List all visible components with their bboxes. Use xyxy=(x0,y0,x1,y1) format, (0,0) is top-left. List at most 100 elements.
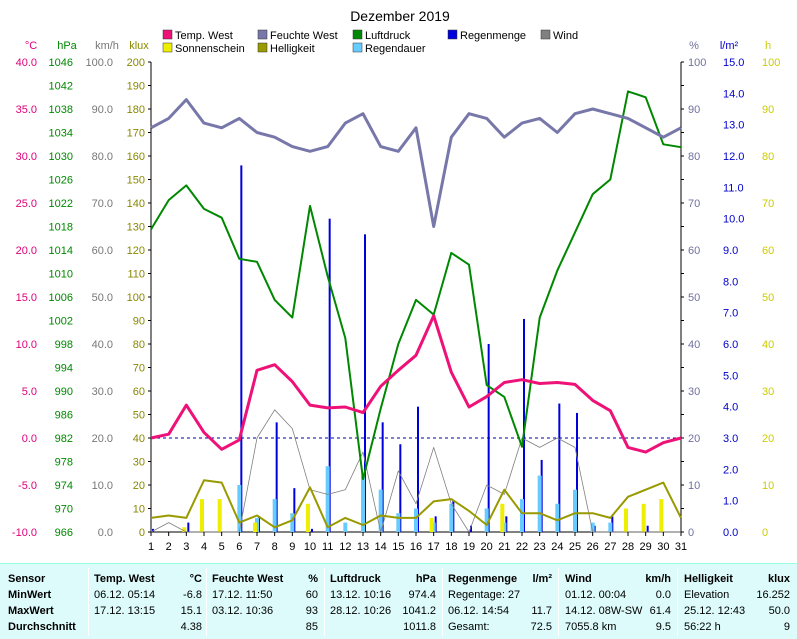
tick-label-wind: 70.0 xyxy=(92,198,113,210)
bar-sonnenschein xyxy=(641,503,646,532)
bar-regenmenge xyxy=(470,525,472,532)
tick-label-rain: 9.0 xyxy=(723,245,738,257)
tick-label-pressure: 1038 xyxy=(49,104,73,116)
tick-label-hours: 30 xyxy=(762,386,774,398)
stats-temp-avg-value: 4.38 xyxy=(180,621,202,633)
tick-label-light: 50 xyxy=(133,410,145,422)
tick-label-rain: 14.0 xyxy=(723,88,744,100)
tick-label-light: 180 xyxy=(127,104,145,116)
bar-sonnenschein xyxy=(429,517,434,532)
tick-label-light: 20 xyxy=(133,480,145,492)
x-tick-label: 31 xyxy=(675,541,687,553)
bar-sonnenschein xyxy=(200,499,204,532)
tick-label-pressure: 1026 xyxy=(49,175,73,187)
stats-light-unit: klux xyxy=(767,573,790,585)
x-tick-label: 23 xyxy=(534,541,546,553)
legend-swatch xyxy=(352,42,363,53)
stats-wind-column: Wind km/h 01.12. 00:04 0.0 14.12. 08W-SW… xyxy=(565,564,671,639)
axis-unit-pressure: hPa xyxy=(57,40,77,52)
bar-regenmenge xyxy=(381,422,384,532)
tick-label-humidity: 80 xyxy=(688,151,700,163)
legend-swatch xyxy=(162,29,173,40)
x-tick-label: 26 xyxy=(587,541,599,553)
stats-wind-max-time: 14.12. 08W-SW xyxy=(565,605,643,617)
stats-pressure-column: Luftdruck hPa 13.12. 10:16 974.4 28.12. … xyxy=(330,564,436,639)
tick-label-hours: 50 xyxy=(762,292,774,304)
tick-label-hours: 10 xyxy=(762,480,774,492)
bar-regendauer xyxy=(555,503,560,532)
bar-regenmenge xyxy=(293,488,296,532)
bar-regenmenge xyxy=(240,165,243,532)
divider xyxy=(558,568,559,636)
bar-regenmenge xyxy=(417,406,419,532)
bar-regendauer xyxy=(590,522,595,532)
stats-rain-total-label: Gesamt: xyxy=(448,621,490,633)
series-line-feuchte-west xyxy=(150,98,682,228)
x-tick-label: 3 xyxy=(183,541,189,553)
tick-label-light: 70 xyxy=(133,363,145,375)
stats-light-max-value: 50.0 xyxy=(768,605,790,617)
tick-label-light: 160 xyxy=(127,151,145,163)
stats-wind-max-value: 61.4 xyxy=(649,605,671,617)
stats-light-max-time: 25.12. 12:43 xyxy=(684,605,746,617)
stats-humidity-unit: % xyxy=(308,573,318,585)
x-tick-label: 25 xyxy=(569,541,581,553)
legend-label: Regendauer xyxy=(365,43,426,55)
bar-sonnenschein xyxy=(624,508,628,532)
x-tick-label: 8 xyxy=(272,541,278,553)
tick-label-wind: 10.0 xyxy=(92,480,113,492)
stats-wind-min-time: 01.12. 00:04 xyxy=(565,589,627,601)
tick-label-pressure: 982 xyxy=(55,433,73,445)
stats-humidity-max-value: 93 xyxy=(305,605,318,617)
tick-label-rain: 11.0 xyxy=(723,182,744,194)
tick-label-rain: 12.0 xyxy=(723,151,744,163)
tick-label-wind: 20.0 xyxy=(92,433,113,445)
legend-label: Sonnenschein xyxy=(175,43,245,55)
bar-sonnenschein xyxy=(182,527,187,532)
tick-label-pressure: 1030 xyxy=(49,151,73,163)
stats-wind-distance: 7055.8 km xyxy=(565,621,617,633)
x-tick-label: 4 xyxy=(201,541,207,553)
bar-regendauer xyxy=(290,513,295,532)
bar-regendauer xyxy=(484,508,489,532)
legend-swatch xyxy=(540,29,551,40)
tick-label-humidity: 20 xyxy=(688,433,700,445)
bar-regenmenge xyxy=(152,528,154,532)
stats-sensor-column: Sensor MinWert MaxWert Durchschnitt xyxy=(8,564,88,639)
tick-label-temp: 40.0 xyxy=(16,57,37,69)
legend-swatch xyxy=(257,29,268,40)
bar-regendauer xyxy=(272,499,277,532)
tick-label-humidity: 50 xyxy=(688,292,700,304)
tick-label-temp: 15.0 xyxy=(16,292,37,304)
x-tick-label: 24 xyxy=(551,541,563,553)
tick-label-rain: 6.0 xyxy=(723,339,738,351)
tick-label-hours: 40 xyxy=(762,339,774,351)
stats-pressure-max-value: 1041.2 xyxy=(402,605,436,617)
stats-rain-max-time: 06.12. 14:54 xyxy=(448,605,510,617)
x-tick-label: 18 xyxy=(445,541,457,553)
legend-swatch xyxy=(257,42,268,53)
tick-label-pressure: 1034 xyxy=(49,128,73,140)
stats-pressure-unit: hPa xyxy=(415,573,436,585)
x-tick-label: 13 xyxy=(357,541,369,553)
tick-label-rain: 7.0 xyxy=(723,308,738,320)
bar-regendauer xyxy=(449,503,454,532)
bar-regenmenge xyxy=(646,525,649,532)
tick-label-temp: 25.0 xyxy=(16,198,37,210)
x-tick-label: 29 xyxy=(640,541,652,553)
tick-label-rain: 8.0 xyxy=(723,276,738,288)
tick-label-light: 110 xyxy=(127,269,145,281)
stats-pressure-min-value: 974.4 xyxy=(408,589,436,601)
legend-label: Wind xyxy=(553,30,578,42)
x-tick-label: 1 xyxy=(148,541,154,553)
bar-sonnenschein xyxy=(500,503,505,532)
bar-regenmenge xyxy=(328,218,331,532)
bar-regenmenge xyxy=(275,422,278,532)
stats-humidity-avg-value: 85 xyxy=(305,621,318,633)
tick-label-rain: 5.0 xyxy=(723,370,738,382)
bar-regendauer xyxy=(361,475,365,532)
axis-unit-wind: km/h xyxy=(95,40,119,52)
tick-label-wind: 40.0 xyxy=(92,339,113,351)
weather-chart: Dezember 2019 Temp. West Feuchte West Luft… xyxy=(12,8,780,553)
tick-label-pressure: 1042 xyxy=(49,81,73,93)
